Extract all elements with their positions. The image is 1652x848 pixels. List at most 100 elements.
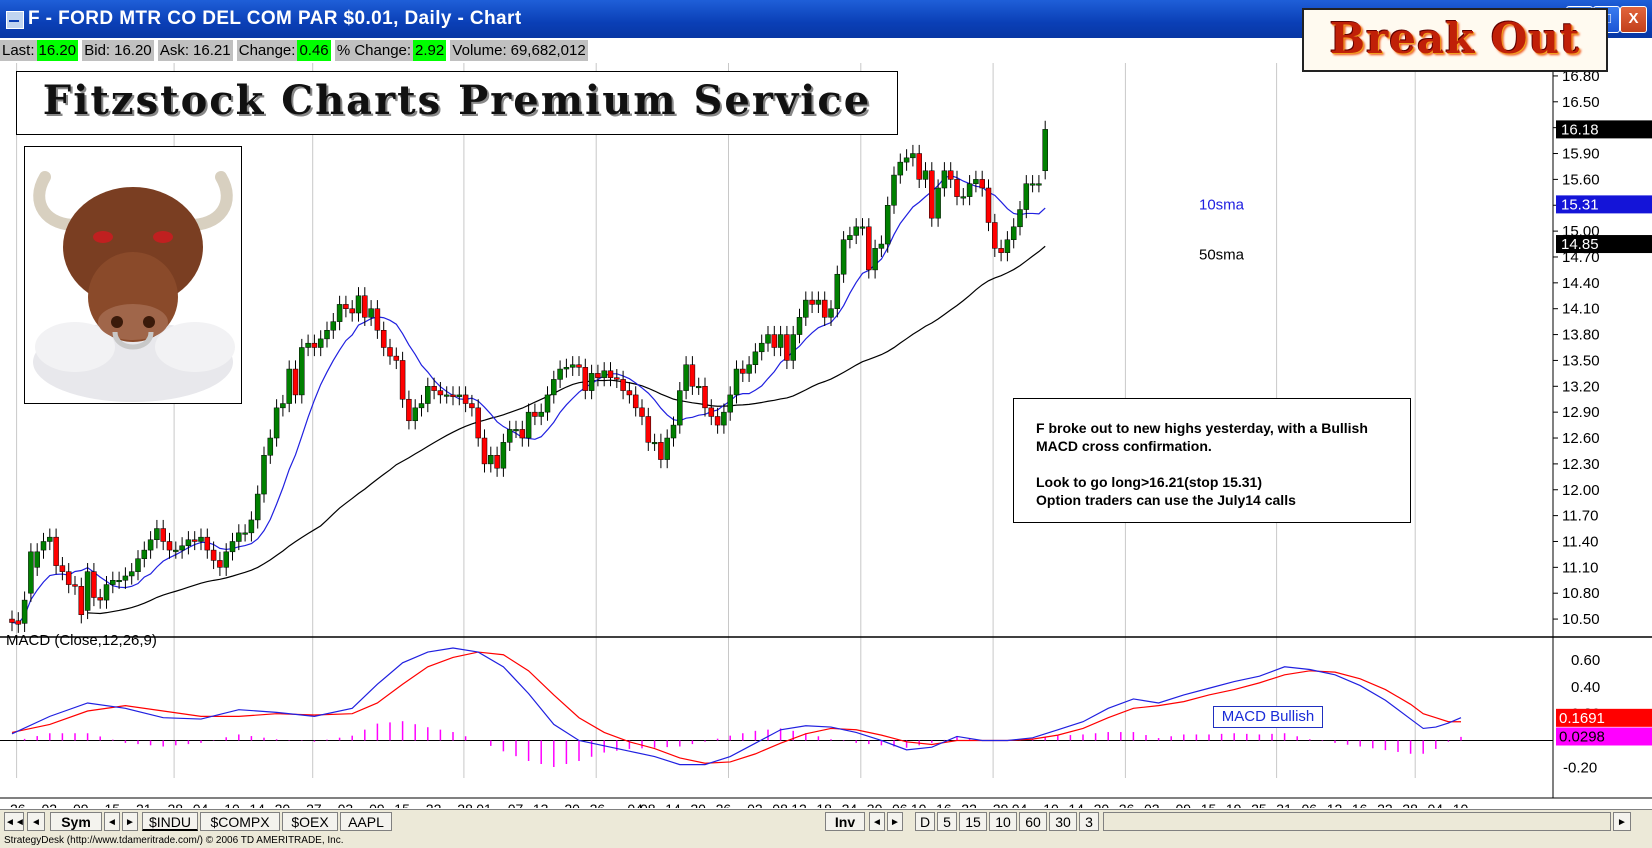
price-tick-label: 10.50 (1562, 611, 1600, 628)
candle-body (809, 299, 815, 305)
price-tick-label: 11.10 (1562, 559, 1598, 576)
candle-body (954, 179, 960, 197)
price-tick-label: 14.40 (1562, 275, 1600, 292)
bid-label: Bid: (82, 40, 113, 61)
candle-body (834, 273, 841, 309)
price-tick-label: 14.70 (1562, 249, 1600, 266)
period-d-tab[interactable]: D (915, 812, 935, 831)
candle-body (916, 153, 922, 180)
candle-body (412, 407, 418, 422)
candle-body (740, 368, 746, 374)
candle-body (292, 368, 299, 396)
candle-body (336, 304, 343, 322)
last-label: Last: (0, 40, 37, 61)
candle-body (9, 618, 15, 623)
x-tick-label: 29 (993, 801, 1009, 808)
candle-body (513, 429, 519, 432)
candle-body (702, 386, 708, 409)
stock-chart[interactable]: 10sma 50sma MACD (Close,12,26,9) 16.80 16.… (0, 0, 1652, 808)
period-next-button[interactable]: ► (887, 812, 903, 831)
x-tick-label: 26 (590, 801, 606, 808)
candle-body (317, 338, 324, 348)
candle-body (103, 584, 110, 601)
inv-button[interactable]: Inv (825, 812, 865, 831)
candle-body (563, 367, 570, 370)
x-tick-label: 22 (426, 801, 442, 808)
candle-body (1036, 183, 1042, 186)
candle-body (462, 394, 469, 404)
x-tick-label: 02 (747, 801, 763, 808)
macd-tag (1556, 708, 1652, 727)
close-button[interactable]: X (1620, 6, 1647, 33)
candle-body (450, 394, 456, 397)
candle-body (147, 539, 154, 551)
x-tick-label: 22 (961, 801, 977, 808)
period-3-tab[interactable]: 3 (1079, 812, 1099, 831)
sym-next-button[interactable]: ► (122, 812, 138, 831)
annotation-line-3: Look to go long>16.21(stop 15.31) (1036, 474, 1262, 490)
nav-first-button[interactable]: ◄◄ (4, 812, 25, 831)
candle-body (569, 364, 576, 368)
candle-body (941, 170, 948, 189)
price-tag (1556, 195, 1652, 214)
period-30-tab[interactable]: 30 (1049, 812, 1077, 831)
candle-body (872, 248, 878, 271)
x-tick-label: 14 (1068, 801, 1084, 808)
price-tag-label: 15.31 (1561, 196, 1599, 213)
macd-title: MACD (Close,12,26,9) (6, 632, 157, 649)
candle-body (985, 187, 992, 223)
candle-body (97, 597, 103, 601)
candle-body (248, 519, 255, 534)
candle-body (110, 580, 116, 585)
x-tick-label: 14 (665, 801, 681, 808)
candle-body (40, 541, 47, 551)
tab-oex[interactable]: $OEX (282, 812, 338, 831)
candle-body (973, 179, 979, 184)
horizontal-scrollbar[interactable] (1103, 812, 1611, 831)
x-tick-label: 08 (772, 801, 788, 808)
candle-body (632, 394, 639, 409)
candle-body (689, 364, 696, 387)
period-prev-button[interactable]: ◄ (869, 812, 885, 831)
tab-compx[interactable]: $COMPX (200, 812, 280, 831)
candle-body (254, 493, 261, 521)
candle-body (532, 411, 538, 417)
sym-button[interactable]: Sym (50, 812, 102, 831)
window-title: F - FORD MTR CO DEL COM PAR $0.01, Daily… (28, 8, 522, 29)
x-tick-label: 21 (136, 801, 152, 808)
macd-bullish-label: MACD Bullish (1213, 706, 1323, 728)
sym-prev-button[interactable]: ◄ (104, 812, 120, 831)
x-tick-label: 27 (306, 801, 322, 808)
candle-body (1029, 183, 1036, 186)
x-tick-label: 09 (1176, 801, 1192, 808)
tab-aapl[interactable]: AAPL (340, 812, 392, 831)
candle-body (1017, 209, 1023, 228)
candle-body (179, 545, 185, 551)
nav-prev-button[interactable]: ◄ (27, 812, 45, 831)
macd-tick-label: 0.40 (1571, 679, 1600, 696)
period-15-tab[interactable]: 15 (959, 812, 987, 831)
scroll-right-button[interactable]: ► (1613, 812, 1631, 831)
breakout-logo: Break Out (1302, 8, 1608, 72)
tab-indu[interactable]: $INDU (142, 812, 198, 831)
candle-body (595, 373, 601, 378)
x-tick-label: 04 (193, 801, 209, 808)
candle-body (626, 390, 633, 396)
candle-body (519, 429, 526, 439)
candle-body (828, 308, 834, 318)
period-10-tab[interactable]: 10 (989, 812, 1017, 831)
period-5-tab[interactable]: 5 (937, 812, 957, 831)
price-tick-label: 13.20 (1562, 378, 1600, 395)
candle-body (758, 342, 765, 353)
change-value: 0.46 (297, 40, 331, 61)
candle-body (903, 157, 910, 163)
period-60-tab[interactable]: 60 (1019, 812, 1047, 831)
candle-body (821, 299, 828, 318)
candle-body (399, 360, 406, 400)
candle-body (368, 308, 374, 318)
candle-body (733, 368, 740, 396)
x-tick-label: 20 (1094, 801, 1110, 808)
candle-body (765, 334, 771, 344)
candle-body (65, 571, 72, 585)
x-tick-label: 10 (1453, 801, 1469, 808)
